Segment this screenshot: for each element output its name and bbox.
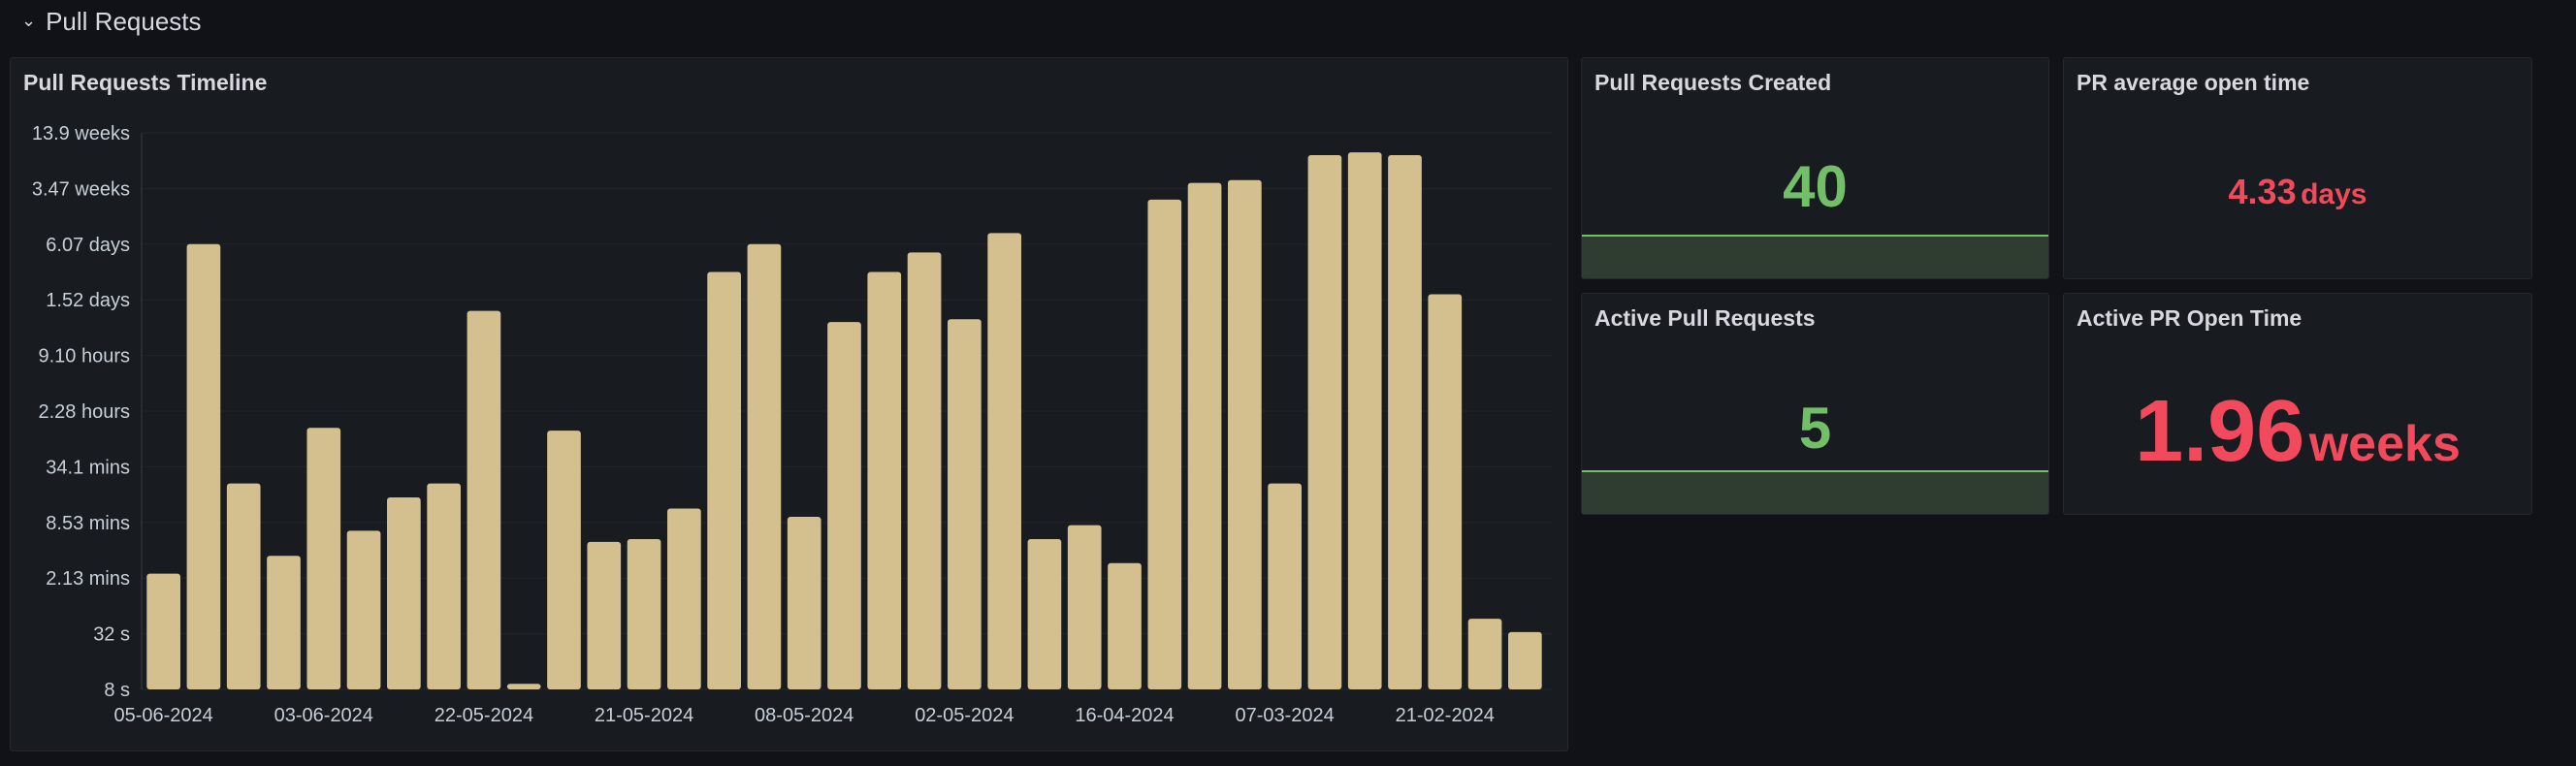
chart-bar[interactable] bbox=[1388, 154, 1422, 690]
stat-number: 4.33 bbox=[2228, 172, 2297, 211]
stat-value: 4.33 days bbox=[2064, 173, 2531, 219]
chart-bar[interactable] bbox=[547, 431, 581, 689]
pull-requests-created-panel[interactable]: Pull Requests Created 40 bbox=[1581, 57, 2049, 279]
chart-bar[interactable] bbox=[787, 517, 821, 689]
y-tick-label: 2.28 hours bbox=[38, 401, 130, 423]
chart-bar[interactable] bbox=[1467, 619, 1502, 689]
x-tick-label: 05-06-2024 bbox=[113, 705, 212, 726]
x-tick-label: 22-05-2024 bbox=[435, 705, 533, 726]
chart-bar[interactable] bbox=[587, 541, 622, 689]
stat-value: 40 bbox=[1783, 154, 1848, 219]
chart-bar[interactable] bbox=[747, 243, 782, 690]
y-tick-label: 13.9 weeks bbox=[32, 123, 130, 144]
panel-title: Active Pull Requests bbox=[1594, 305, 1816, 331]
chart-bar[interactable] bbox=[1508, 631, 1542, 689]
y-tick-label: 34.1 mins bbox=[46, 457, 130, 478]
y-tick-label: 8.53 mins bbox=[46, 513, 130, 534]
chart-bar[interactable] bbox=[1307, 154, 1342, 690]
y-tick-label: 3.47 weeks bbox=[32, 178, 130, 200]
chevron-down-icon[interactable]: ⌄ bbox=[21, 10, 37, 30]
panel-title: Pull Requests Timeline bbox=[23, 70, 268, 95]
y-tick-label: 2.13 mins bbox=[46, 568, 130, 590]
row-header-pull-requests[interactable]: ⌄ Pull Requests bbox=[21, 0, 202, 43]
row-title: Pull Requests bbox=[46, 6, 202, 36]
chart-bar[interactable] bbox=[948, 319, 982, 689]
chart-bar[interactable] bbox=[987, 233, 1021, 689]
x-tick-label: 16-04-2024 bbox=[1075, 705, 1174, 726]
chart-bar[interactable] bbox=[1347, 152, 1382, 690]
timeline-bar-chart: 13.9 weeks 3.47 weeks 6.07 days 1.52 days 9.… bbox=[32, 123, 1553, 726]
chart-bar[interactable] bbox=[427, 483, 461, 689]
y-tick-label: 6.07 days bbox=[46, 235, 130, 256]
chart-bar[interactable] bbox=[1428, 294, 1463, 689]
chart-bar[interactable] bbox=[867, 271, 902, 690]
panel-title: PR average open time bbox=[2077, 70, 2310, 95]
chart-bar[interactable] bbox=[306, 428, 341, 689]
active-pr-open-time-panel[interactable]: Active PR Open Time 1.96 weeks bbox=[2063, 293, 2532, 515]
chart-bar[interactable] bbox=[667, 508, 701, 689]
chart-bar[interactable] bbox=[387, 496, 421, 689]
chart-bar[interactable] bbox=[1027, 539, 1062, 689]
pull-requests-timeline-panel[interactable]: Pull Requests Timeline 13.9 weeks 3.47 we… bbox=[10, 57, 1568, 751]
x-tick-label: 02-05-2024 bbox=[915, 705, 1014, 726]
chart-bar[interactable] bbox=[506, 684, 541, 689]
chart-bar[interactable] bbox=[467, 310, 501, 689]
chart-bar[interactable] bbox=[186, 243, 221, 690]
sparkline bbox=[1582, 470, 2048, 514]
panel-title: Pull Requests Created bbox=[1594, 70, 1832, 95]
stat-unit: weeks bbox=[2308, 416, 2461, 472]
x-tick-label: 21-02-2024 bbox=[1396, 705, 1495, 726]
chart-bar[interactable] bbox=[226, 483, 261, 689]
chart-bar[interactable] bbox=[346, 530, 381, 689]
chart-bar[interactable] bbox=[146, 573, 180, 689]
chart-bar[interactable] bbox=[827, 322, 861, 689]
x-tick-label: 03-06-2024 bbox=[274, 705, 373, 726]
chart-bar[interactable] bbox=[707, 271, 741, 690]
pr-average-open-time-panel[interactable]: PR average open time 4.33 days bbox=[2063, 57, 2532, 279]
stat-value: 5 bbox=[1798, 396, 1832, 461]
y-tick-label: 32 s bbox=[93, 624, 130, 646]
chart-bar[interactable] bbox=[1187, 182, 1222, 689]
chart-bar[interactable] bbox=[1067, 525, 1102, 689]
chart-bar[interactable] bbox=[907, 252, 942, 689]
y-tick-label: 1.52 days bbox=[46, 290, 130, 311]
active-pull-requests-panel[interactable]: Active Pull Requests 5 bbox=[1581, 293, 2049, 515]
x-tick-label: 21-05-2024 bbox=[595, 705, 693, 726]
chart-bar[interactable] bbox=[1228, 179, 1262, 689]
chart-bar[interactable] bbox=[1147, 199, 1182, 689]
panel-title: Active PR Open Time bbox=[2077, 305, 2302, 331]
stat-number: 1.96 bbox=[2135, 383, 2305, 480]
stat-value: 1.96 weeks bbox=[2064, 383, 2531, 505]
y-tick-label: 9.10 hours bbox=[38, 346, 130, 367]
chart-bar[interactable] bbox=[627, 539, 661, 689]
chart-bar[interactable] bbox=[267, 556, 301, 689]
y-tick-label: 8 s bbox=[104, 680, 130, 701]
stat-unit: days bbox=[2301, 178, 2367, 210]
x-tick-label: 07-03-2024 bbox=[1235, 705, 1334, 726]
x-tick-label: 08-05-2024 bbox=[755, 705, 853, 726]
sparkline bbox=[1582, 235, 2048, 278]
chart-bar[interactable] bbox=[1108, 562, 1142, 689]
chart-bar[interactable] bbox=[1268, 483, 1302, 689]
